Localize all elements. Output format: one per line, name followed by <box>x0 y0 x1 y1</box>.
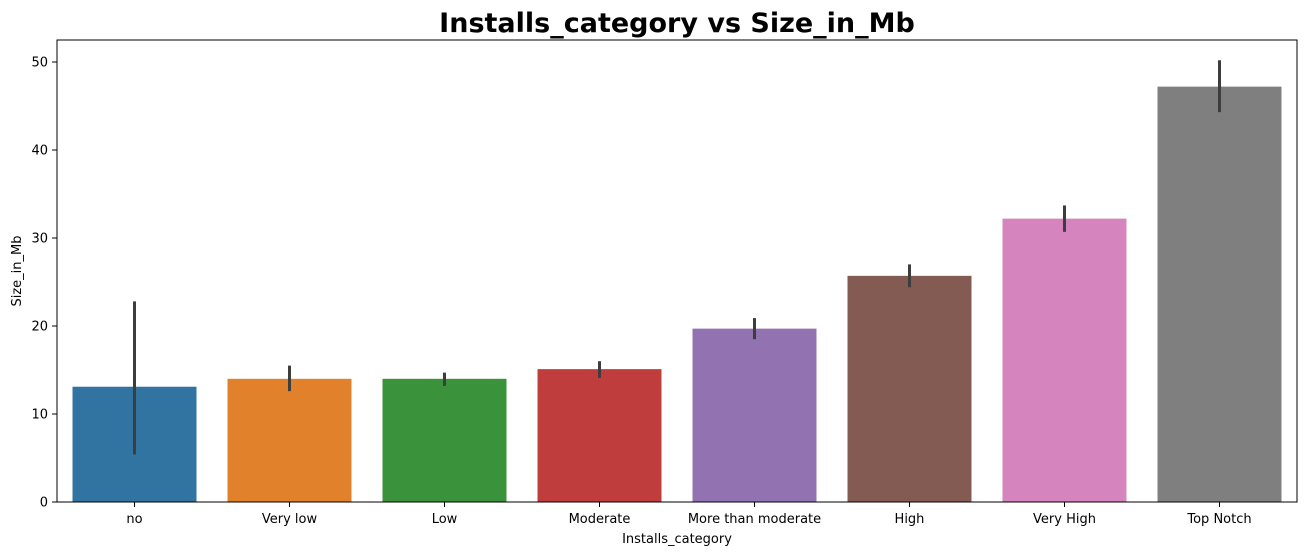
plot-frame <box>56 39 1298 503</box>
x-tick-label-5: High <box>895 512 925 527</box>
y-tick-label-0: 0 <box>40 496 48 511</box>
bar-3 <box>537 369 662 502</box>
y-tick-label-5: 50 <box>31 56 48 71</box>
y-axis-label: Size_in_Mb <box>10 235 25 306</box>
x-tick-label-6: Very High <box>1033 512 1096 527</box>
bar-6 <box>1002 218 1127 502</box>
x-tick-label-3: Moderate <box>569 512 631 527</box>
y-tick-label-2: 20 <box>31 320 48 335</box>
x-axis-label: Installs_category <box>622 532 732 547</box>
plot-area: 0 10 20 30 40 50 no Very low Low Moderate More tha… <box>31 39 1298 527</box>
bar-5 <box>847 275 972 502</box>
x-tick-label-2: Low <box>432 512 458 527</box>
bar-7 <box>1157 86 1282 502</box>
y-tick-label-1: 10 <box>31 408 48 423</box>
bar-1 <box>227 378 352 502</box>
x-tick-label-1: Very low <box>262 512 318 527</box>
x-tick-label-4: More than moderate <box>688 512 821 527</box>
x-tick-label-7: Top Notch <box>1186 512 1251 527</box>
bar-2 <box>382 378 507 502</box>
chart-title: Installs_category vs Size_in_Mb <box>439 8 915 39</box>
y-tick-label-4: 40 <box>31 144 48 159</box>
bar-4 <box>692 328 817 502</box>
x-tick-label-0: no <box>126 512 142 527</box>
y-tick-label-3: 30 <box>31 232 48 247</box>
